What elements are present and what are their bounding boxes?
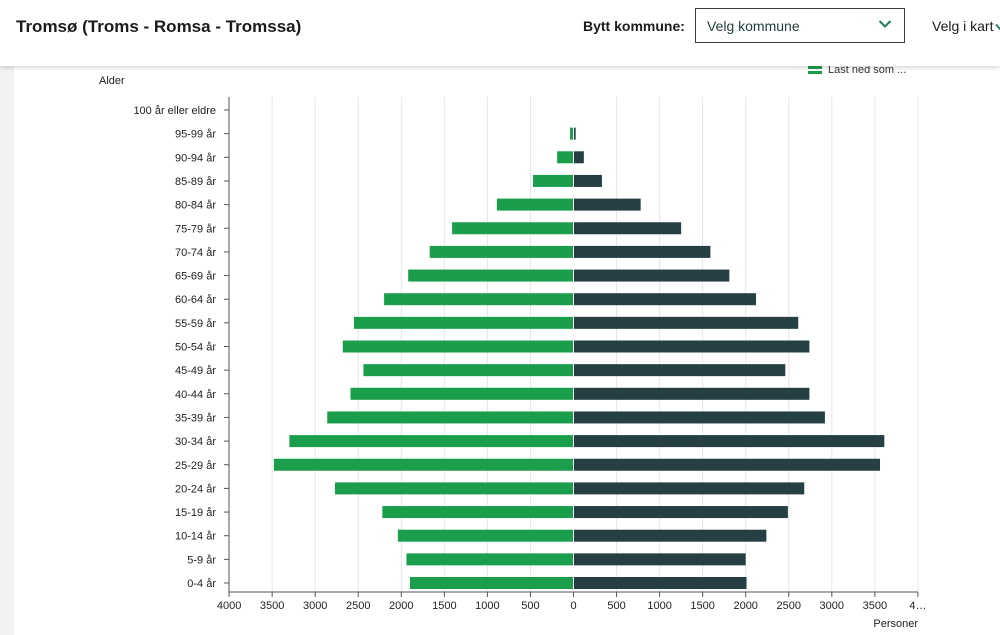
x-tick-label: 1500: [690, 600, 714, 612]
bar-right[interactable]: [573, 151, 584, 164]
bar-right[interactable]: [573, 364, 786, 377]
x-tick-label: 3500: [863, 600, 887, 612]
bar-right[interactable]: [573, 506, 788, 519]
download-label: Last ned som ...: [828, 64, 907, 76]
bar-right[interactable]: [573, 340, 810, 353]
y-tick-label: 100 år eller eldre: [133, 105, 216, 117]
bar-right[interactable]: [573, 198, 641, 211]
x-axis-title: Personer: [873, 618, 918, 630]
bar-right[interactable]: [573, 435, 885, 448]
bar-left[interactable]: [409, 577, 574, 589]
bar-right[interactable]: [573, 245, 711, 258]
y-tick-label: 45-49 år: [175, 365, 216, 377]
download-icon: [808, 66, 822, 75]
bar-left[interactable]: [382, 506, 574, 519]
y-tick-label: 50-54 år: [175, 342, 216, 354]
y-tick-label: 35-39 år: [175, 412, 216, 424]
bar-right[interactable]: [573, 127, 576, 140]
municipality-select[interactable]: Velg kommune: [695, 8, 905, 43]
bar-right[interactable]: [573, 458, 881, 471]
bars: [273, 97, 885, 592]
bar-left[interactable]: [363, 364, 574, 377]
x-tick-label: 3000: [303, 600, 327, 612]
bar-left[interactable]: [533, 174, 574, 187]
y-axis-title: Alder: [99, 75, 125, 87]
x-tick-label: 2000: [733, 600, 757, 612]
bar-left[interactable]: [429, 245, 574, 258]
bar-left[interactable]: [496, 198, 574, 211]
y-tick-label: 10-14 år: [175, 531, 216, 543]
y-tick-label: 60-64 år: [175, 294, 216, 306]
bar-left[interactable]: [350, 387, 574, 400]
select-on-map-link[interactable]: Velg i kart: [932, 18, 1000, 34]
bar-right[interactable]: [573, 293, 757, 306]
bar-left[interactable]: [289, 435, 574, 448]
bar-right[interactable]: [573, 553, 746, 566]
bar-left[interactable]: [570, 127, 574, 140]
left-sidebar-edge: [0, 66, 14, 635]
y-tick-label: 80-84 år: [175, 200, 216, 212]
municipality-select-value: Velg kommune: [707, 18, 800, 34]
bar-left[interactable]: [397, 529, 574, 542]
bar-right[interactable]: [573, 529, 767, 542]
bar-left[interactable]: [384, 293, 574, 306]
x-tick-label: 3000: [820, 600, 844, 612]
y-tick-label: 40-44 år: [175, 389, 216, 401]
y-tick-label: 55-59 år: [175, 318, 216, 330]
page-title: Tromsø (Troms - Romsa - Tromssa): [16, 17, 302, 36]
bar-left[interactable]: [557, 151, 574, 164]
x-tick-label: 500: [521, 600, 539, 612]
x-tick-label: 2500: [777, 600, 801, 612]
bar-left[interactable]: [406, 553, 574, 566]
x-tick-label: 2000: [389, 600, 413, 612]
bar-left[interactable]: [353, 316, 574, 329]
y-tick-label: 85-89 år: [175, 176, 216, 188]
x-tick-label: 4000: [217, 600, 241, 612]
y-tick-label: 20-24 år: [175, 483, 216, 495]
switch-municipality-label: Bytt kommune:: [583, 18, 685, 34]
bar-left[interactable]: [452, 222, 574, 235]
x-tick-label: 4…: [909, 600, 926, 612]
x-tick-label: 500: [607, 600, 625, 612]
y-tick-label: 15-19 år: [175, 507, 216, 519]
y-tick-label: 70-74 år: [175, 247, 216, 259]
chevron-down-icon: [995, 23, 1000, 30]
x-tick-label: 1000: [647, 600, 671, 612]
y-tick-label: 30-34 år: [175, 436, 216, 448]
x-tick-label: 2500: [346, 600, 370, 612]
y-tick-label: 90-94 år: [175, 152, 216, 164]
y-tick-label: 0-4 år: [187, 578, 216, 590]
bar-right[interactable]: [573, 387, 810, 400]
bar-left[interactable]: [335, 482, 574, 495]
bar-right[interactable]: [573, 316, 799, 329]
header-bar: Tromsø (Troms - Romsa - Tromssa) Bytt ko…: [0, 0, 1000, 66]
y-tick-label: 95-99 år: [175, 129, 216, 141]
y-tick-label: 5-9 år: [187, 554, 216, 566]
bar-right[interactable]: [573, 222, 682, 235]
download-button[interactable]: Last ned som ...: [808, 64, 906, 76]
bar-right[interactable]: [573, 411, 825, 424]
bar-left[interactable]: [408, 269, 574, 282]
bar-left[interactable]: [273, 458, 574, 471]
x-tick-label: 0: [570, 600, 576, 612]
bar-right[interactable]: [573, 174, 602, 187]
bar-left[interactable]: [342, 340, 574, 353]
x-tick-label: 3500: [260, 600, 284, 612]
x-tick-label: 1500: [432, 600, 456, 612]
bar-left[interactable]: [327, 411, 574, 424]
y-tick-label: 75-79 år: [175, 223, 216, 235]
x-tick-label: 1000: [475, 600, 499, 612]
select-on-map-label: Velg i kart: [932, 18, 994, 34]
bar-right[interactable]: [573, 269, 730, 282]
axes: 4000 3500 3000 2500 2000 1500 1000 500 0 500 1000 1…: [133, 97, 926, 612]
chevron-down-icon: [878, 20, 892, 28]
y-tick-label: 65-69 år: [175, 271, 216, 283]
y-tick-label: 25-29 år: [175, 460, 216, 472]
bar-right[interactable]: [573, 577, 747, 589]
bar-right[interactable]: [573, 482, 805, 495]
